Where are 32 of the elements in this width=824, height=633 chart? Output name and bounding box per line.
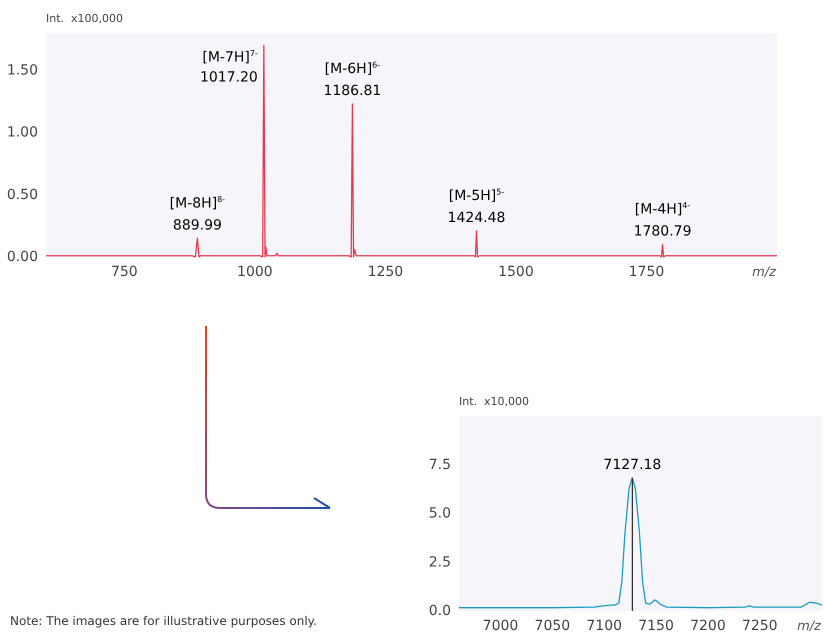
x-tick-label: 7150 — [638, 618, 674, 633]
annotation: 1017.20 — [200, 69, 258, 86]
y-axis-title: Int. x100,000 — [46, 12, 124, 25]
x-tick-label: 1000 — [237, 264, 273, 280]
x-tick-label: 1500 — [498, 264, 534, 280]
annotation: 889.99 — [172, 217, 222, 234]
annotation: 1780.79 — [634, 224, 692, 240]
y-tick-label: 0.00 — [6, 249, 38, 265]
x-tick-label: 750 — [110, 264, 138, 280]
text: Note: The images are for illustrative purposes only. — [10, 614, 317, 628]
y-tick-label: 1.00 — [6, 124, 38, 141]
annotation: 1424.48 — [448, 210, 506, 226]
x-tick-label: 7200 — [690, 618, 726, 633]
x-tick-label: 7000 — [482, 618, 518, 633]
y-tick-label: 0.50 — [6, 186, 38, 203]
x-axis-title: m/z — [797, 619, 822, 633]
y-tick-label: 2.5 — [428, 554, 451, 570]
line-series — [45, 44, 778, 258]
x-tick-label: 1750 — [628, 264, 664, 280]
y-tick-label: 5.0 — [428, 506, 451, 522]
annotation: 1186.81 — [323, 82, 382, 99]
line-series — [458, 477, 823, 608]
y-tick-label: 0.0 — [428, 603, 451, 619]
y-axis-title: Int. x10,000 — [459, 395, 530, 408]
annotation: 7127.18 — [603, 456, 662, 473]
x-axis-title: m/z — [752, 265, 778, 280]
y-tick-label: 1.50 — [6, 62, 38, 78]
x-tick-label: 7100 — [586, 618, 622, 633]
x-tick-label: 7050 — [534, 618, 570, 633]
y-tick-label: 7.5 — [428, 456, 451, 473]
x-tick-label: 7250 — [742, 618, 778, 633]
x-tick-label: 1250 — [368, 264, 404, 280]
